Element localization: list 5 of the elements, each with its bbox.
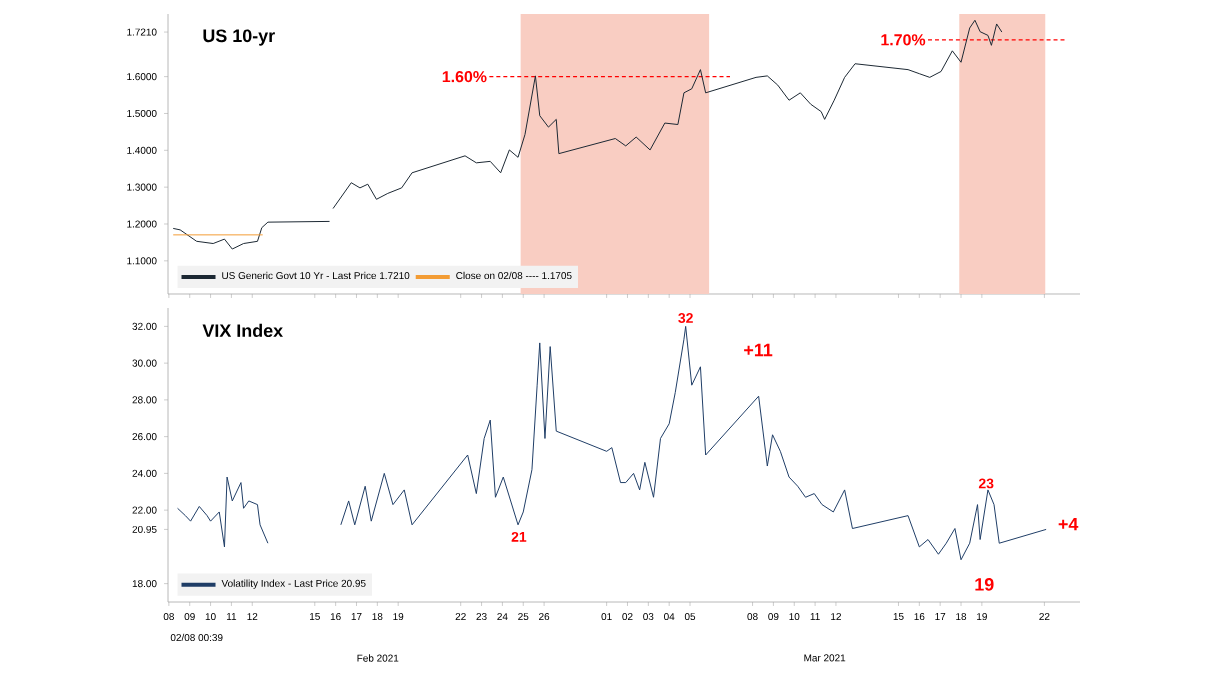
annotation: +11 (744, 343, 773, 357)
text: US 10-yr (203, 29, 275, 46)
annotation: 19 (975, 578, 994, 591)
text: VIX Index (202, 323, 283, 338)
annotation: +4 (1058, 517, 1079, 531)
